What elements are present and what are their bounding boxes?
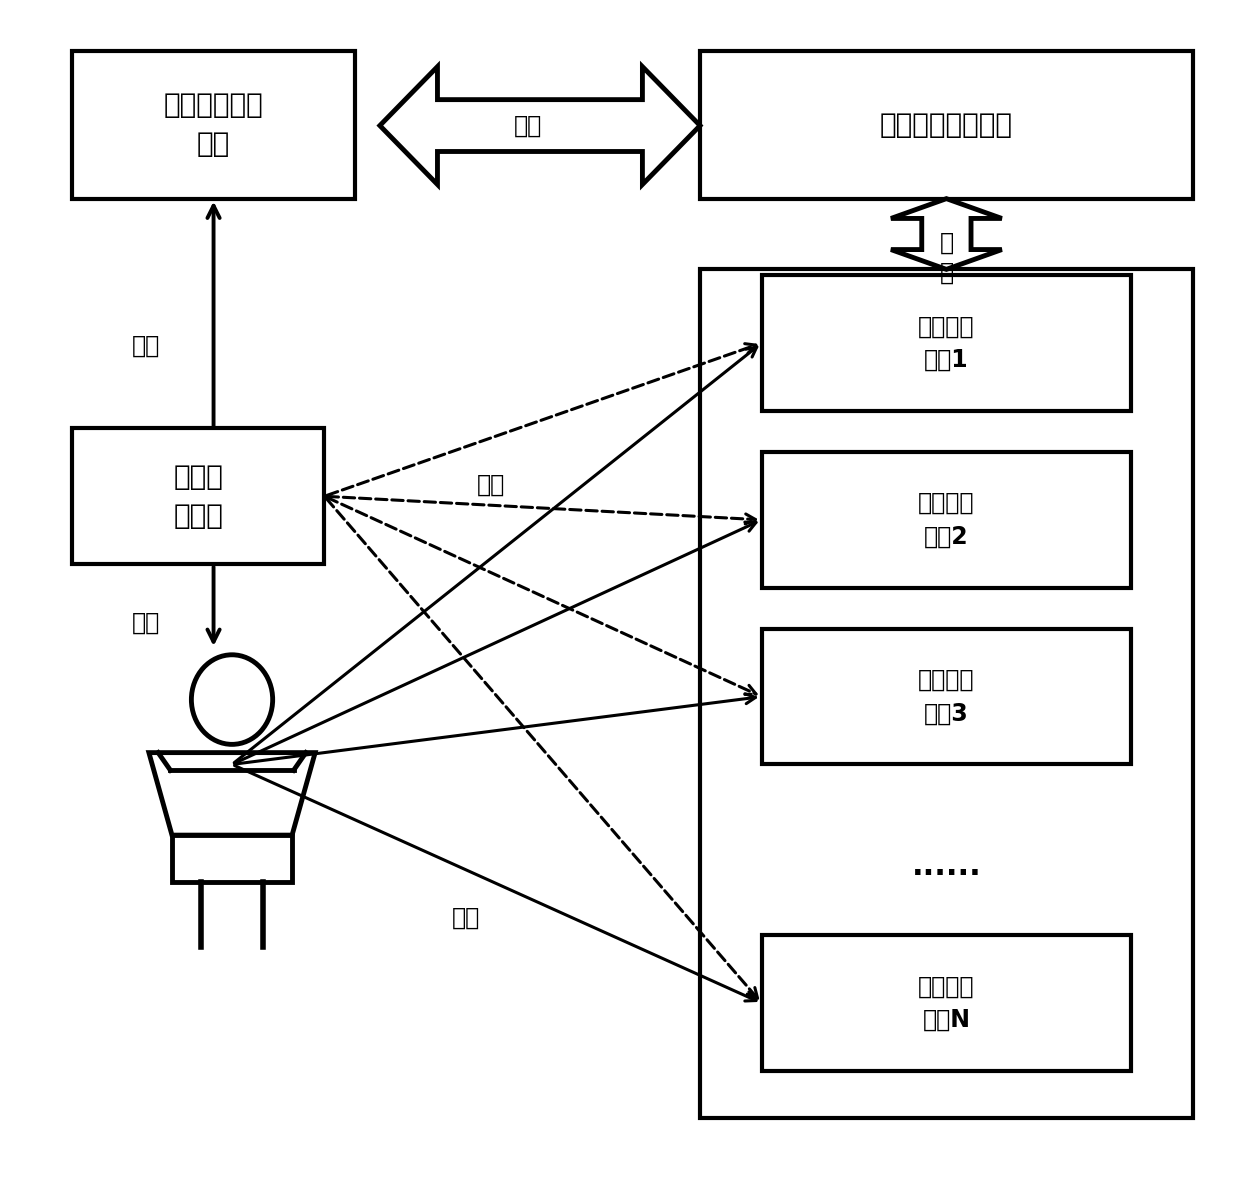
Bar <box>761 452 1131 588</box>
Polygon shape <box>149 753 315 836</box>
Text: 交互: 交互 <box>513 114 542 138</box>
Text: 安全作
业系统: 安全作 业系统 <box>174 463 223 529</box>
Bar <box>761 275 1131 411</box>
Text: 用电采集
系统3: 用电采集 系统3 <box>918 668 975 725</box>
Text: 指导: 指导 <box>131 611 160 635</box>
Text: 响应: 响应 <box>131 334 160 358</box>
Text: ......: ...... <box>911 852 981 882</box>
Text: 安全作业管理
系统: 安全作业管理 系统 <box>164 91 263 159</box>
Text: 用电采集
系统N: 用电采集 系统N <box>918 975 975 1032</box>
Text: 操作: 操作 <box>451 906 480 929</box>
Polygon shape <box>379 66 701 184</box>
Bar <box>72 51 355 198</box>
Text: 用电采集
系统1: 用电采集 系统1 <box>918 315 975 372</box>
Bar <box>761 935 1131 1071</box>
Text: 用电采集
系统2: 用电采集 系统2 <box>918 491 975 548</box>
Ellipse shape <box>191 655 273 744</box>
Text: 识别: 识别 <box>476 474 505 497</box>
Bar <box>701 51 1193 198</box>
Text: 用电采集系统主站: 用电采集系统主站 <box>880 110 1013 139</box>
Polygon shape <box>892 198 1002 269</box>
Bar <box>761 629 1131 764</box>
Polygon shape <box>172 836 293 882</box>
Bar <box>72 429 325 564</box>
Text: 控
制: 控 制 <box>940 230 954 285</box>
Bar <box>701 269 1193 1118</box>
